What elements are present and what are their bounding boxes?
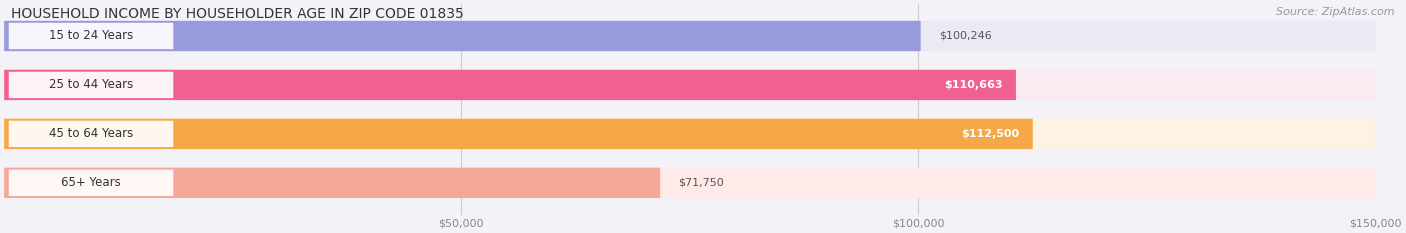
Text: $110,663: $110,663 bbox=[943, 80, 1002, 90]
Text: $100,246: $100,246 bbox=[939, 31, 991, 41]
FancyBboxPatch shape bbox=[4, 168, 661, 198]
Text: $71,750: $71,750 bbox=[679, 178, 724, 188]
Text: 15 to 24 Years: 15 to 24 Years bbox=[49, 30, 134, 42]
Text: 65+ Years: 65+ Years bbox=[60, 176, 121, 189]
FancyBboxPatch shape bbox=[4, 21, 1375, 51]
Text: $112,500: $112,500 bbox=[960, 129, 1019, 139]
FancyBboxPatch shape bbox=[4, 21, 921, 51]
Text: 45 to 64 Years: 45 to 64 Years bbox=[49, 127, 134, 140]
FancyBboxPatch shape bbox=[4, 70, 1017, 100]
FancyBboxPatch shape bbox=[8, 72, 173, 98]
FancyBboxPatch shape bbox=[8, 23, 173, 49]
Text: HOUSEHOLD INCOME BY HOUSEHOLDER AGE IN ZIP CODE 01835: HOUSEHOLD INCOME BY HOUSEHOLDER AGE IN Z… bbox=[11, 7, 464, 21]
Text: Source: ZipAtlas.com: Source: ZipAtlas.com bbox=[1277, 7, 1395, 17]
Text: 25 to 44 Years: 25 to 44 Years bbox=[49, 79, 134, 91]
FancyBboxPatch shape bbox=[4, 119, 1375, 149]
FancyBboxPatch shape bbox=[8, 170, 173, 196]
FancyBboxPatch shape bbox=[4, 168, 1375, 198]
FancyBboxPatch shape bbox=[4, 70, 1375, 100]
FancyBboxPatch shape bbox=[8, 121, 173, 147]
FancyBboxPatch shape bbox=[4, 119, 1033, 149]
